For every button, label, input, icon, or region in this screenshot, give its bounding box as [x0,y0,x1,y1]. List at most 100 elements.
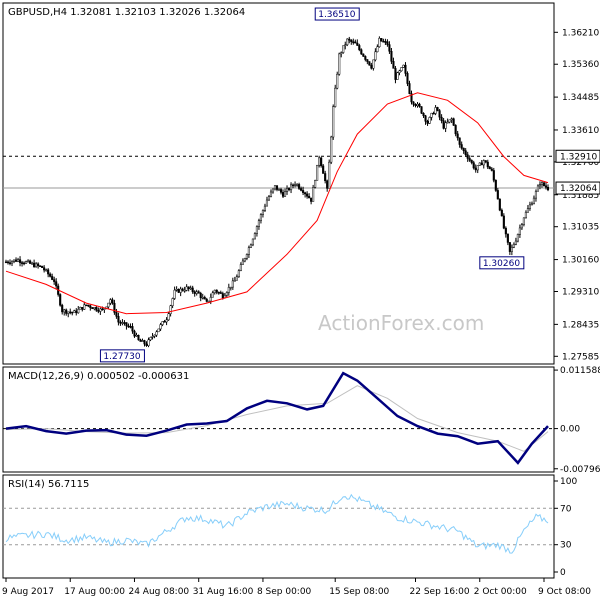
candle-body [514,240,517,245]
candle-body [131,326,134,332]
candle-body [235,276,238,281]
candle-body [113,302,116,313]
candle-body [93,307,96,310]
candle-body [388,44,391,52]
candle-body [239,264,242,271]
candle-body [269,191,273,197]
candle-body [520,224,523,229]
candle-body [67,311,70,314]
candle-body [125,322,128,327]
candle-body [448,119,451,123]
candle-body [263,205,267,211]
candle-body [227,287,230,293]
candle-body [245,254,248,259]
candle-body [420,106,423,114]
candle-body [111,299,114,304]
candle-body [53,279,56,282]
candle-body [396,72,399,80]
price-y-tick-label: 1.32760 [562,158,599,168]
candle-body [185,286,188,291]
candle-body [308,196,311,199]
candle-body [119,321,122,324]
price-y-tick-label: 1.31035 [562,223,599,233]
candle-body [61,305,64,313]
candle-body [171,298,174,306]
candle-body [285,188,289,192]
candle-body [117,316,120,323]
candle-body [358,45,361,50]
price-y-axis: 1.36210 1.35360 1.34485 1.33610 1.32760 1.318… [554,28,599,362]
candle-body [480,162,483,166]
candle-body [484,160,487,163]
candle-body [404,64,407,74]
candle-body [430,112,433,118]
candle-body [302,190,305,193]
x-tick-label: 31 Aug 16:00 [193,587,254,597]
macd-y-tick-label: -0.007961 [560,465,600,475]
candle-body [211,292,214,298]
candle-body [195,291,198,294]
price-y-tick-label: 1.35360 [562,60,599,70]
candle-body [350,39,353,43]
candle-body [318,157,321,166]
candle-body [454,125,457,135]
candle-body [217,292,220,294]
candle-body [378,38,381,48]
candle-body [283,191,287,197]
candle-body [422,113,425,117]
candle-body [372,59,375,69]
candle-body [464,150,467,156]
candle-body [502,215,505,229]
candle-body [376,46,379,53]
candle-body [151,336,154,338]
candle-body [161,321,164,325]
candle-body [65,309,68,314]
candle-body [342,45,345,53]
candle-body [522,217,525,225]
rsi-panel-frame [2,474,555,579]
candle-body [251,238,254,246]
candle-body [476,165,479,171]
price-panel-frame [2,2,555,365]
candle-body [33,262,36,268]
candle-body [442,120,445,129]
macd-header: MACD(12,26,9) 0.000502 -0.000631 [8,371,189,382]
candle-body [153,334,156,337]
candle-body [183,290,186,292]
candle-body [175,288,178,291]
candle-body [261,210,264,215]
candle-body [328,161,331,189]
x-tick-label: 15 Sep 08:00 [329,587,389,597]
candle-body [237,270,240,278]
candle-body [14,259,18,262]
candle-body [147,339,150,346]
candle-body [362,53,365,57]
rsi-levels [3,507,554,546]
candle-body [43,267,46,271]
candle-body [340,52,343,55]
candle-body [10,261,14,264]
candle-body [205,298,208,302]
candle-body [45,269,48,272]
candle-body [255,226,258,234]
candle-body [101,308,104,311]
candle-body [85,304,88,307]
candle-body [304,192,307,195]
candle-body [386,41,389,45]
candle-body [97,310,100,312]
candle-body [233,280,236,282]
last-price-label-frame [555,181,600,195]
candle-body [338,53,341,75]
price-y-tick-label: 1.31885 [562,191,599,201]
annotation-label: 1.30260 [483,259,520,269]
price-annotations: 1.36510 1.30260 1.27730 [99,7,525,363]
candle-body [141,340,144,342]
candle-body [534,191,538,199]
candle-body [191,287,194,292]
candle-body [219,292,222,294]
rsi-y-axis: 100 70 30 0 [554,477,577,578]
candle-body [275,185,279,190]
candle-body [402,64,405,68]
